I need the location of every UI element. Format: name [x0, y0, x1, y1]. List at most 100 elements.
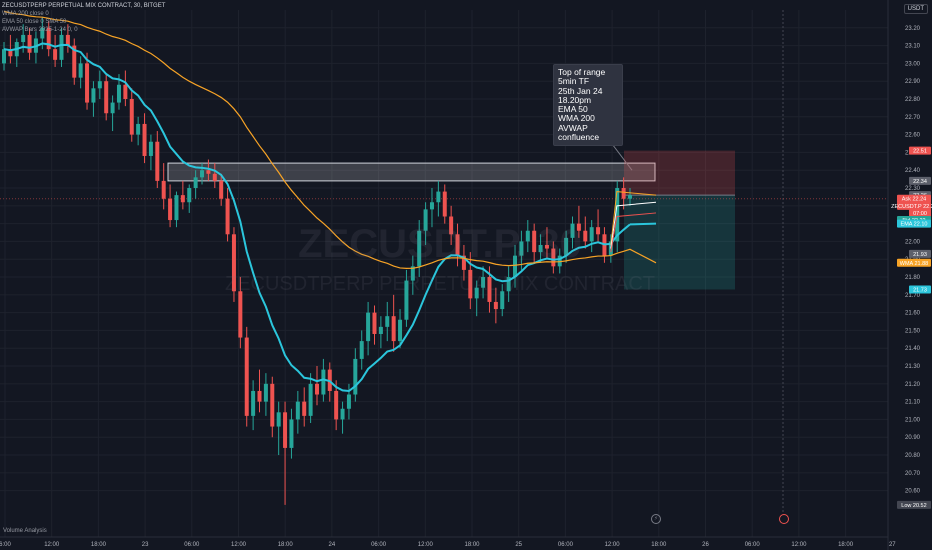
candle-body: [385, 316, 390, 327]
price-tag-bg: [897, 258, 931, 267]
time-tick-label: 06:00: [184, 542, 200, 548]
stop-loss-area: [624, 150, 735, 196]
take-profit-area: [624, 195, 735, 290]
price-tick-label: 21.80: [905, 275, 921, 281]
candle-body: [449, 216, 454, 235]
candle-body: [583, 230, 588, 242]
price-tag-label: Ask 22.24: [902, 197, 926, 203]
candle-body: [315, 383, 319, 395]
time-tick-label: 06:00: [371, 542, 387, 548]
candle-body: [461, 255, 466, 270]
candle-body: [506, 277, 511, 292]
candle-body: [53, 49, 58, 60]
candle-body: [276, 412, 281, 427]
price-tick-label: 21.30: [905, 364, 921, 370]
price-tick-label: 21.00: [905, 417, 921, 423]
price-tag-label: 21.73: [913, 287, 927, 293]
candle-body: [174, 195, 179, 221]
candle-body: [180, 195, 185, 203]
candle-body: [78, 63, 83, 78]
candle-body: [110, 102, 115, 114]
time-tick-label: 26: [702, 542, 709, 548]
candle-body: [161, 180, 166, 199]
candle-body: [72, 45, 77, 78]
candles: [2, 17, 632, 505]
candle-body: [270, 383, 275, 427]
price-tag-label: 07:00: [913, 211, 927, 217]
candle-body: [544, 244, 549, 249]
candle-body: [455, 234, 460, 256]
candle-body: [436, 191, 441, 203]
candle-body: [410, 266, 415, 281]
avwap-lower: [610, 212, 657, 253]
candle-body: [429, 202, 434, 210]
currency-button[interactable]: USDT: [903, 4, 928, 14]
price-tick-label: 23.00: [905, 61, 921, 67]
price-tick-label: 22.40: [905, 168, 921, 174]
resistance-zone: [167, 135, 656, 182]
price-tick-label: 21.10: [905, 400, 921, 406]
time-tick-label: 12:00: [418, 542, 434, 548]
candle-body: [59, 34, 64, 60]
calendar-icon[interactable]: [779, 514, 789, 524]
candle-body: [219, 180, 224, 199]
candle-body: [398, 319, 403, 342]
price-tick-label: 22.80: [905, 97, 921, 103]
candle-body: [257, 390, 262, 402]
time-tick-label: 6:00: [0, 542, 11, 548]
lightning-icon[interactable]: ⚡: [651, 514, 661, 524]
candle-body: [493, 301, 498, 310]
candle-body: [302, 401, 307, 416]
chart-legend: ZECUSDTPERP PERPETUAL MIX CONTRACT, 30, …: [2, 2, 165, 34]
candle-body: [589, 227, 594, 242]
wma-line: [3, 10, 657, 269]
candle-body: [97, 81, 102, 89]
time-tick-label: 12:00: [231, 542, 247, 548]
candle-body: [353, 358, 358, 395]
candle-body: [628, 195, 632, 199]
candle-body: [27, 34, 32, 53]
volume-analysis-label: Volume Analysis: [3, 528, 47, 534]
candle-body: [500, 291, 505, 310]
candle-body: [238, 291, 243, 338]
price-tick-label: 21.60: [905, 311, 921, 317]
time-tick-label: 18:00: [651, 542, 667, 548]
candle-body: [263, 383, 268, 402]
price-tag-bg: [897, 201, 931, 210]
price-axis: 23.2023.1023.0022.9022.8022.7022.6022.50…: [887, 0, 932, 550]
candle-body: [564, 237, 569, 256]
candle-body: [340, 408, 345, 420]
price-tag-bg: [897, 194, 931, 203]
price-tick-label: 23.10: [905, 44, 921, 50]
candle-body: [283, 412, 288, 448]
time-tick-label: 18:00: [464, 542, 480, 548]
price-tag-bg: [909, 208, 931, 217]
candle-body: [168, 198, 173, 221]
candle-body: [372, 312, 377, 334]
candle-body: [366, 312, 371, 342]
candle-body: [193, 177, 198, 189]
candle-body: [557, 255, 562, 267]
legend-symbol: ZECUSDTPERP PERPETUAL MIX CONTRACT, 30, …: [2, 3, 166, 9]
price-tag-label: 22.34: [913, 179, 927, 185]
candle-body: [40, 27, 45, 39]
candle-body: [334, 390, 339, 420]
candle-body: [206, 170, 211, 174]
price-tag-bg: [897, 500, 931, 509]
price-tick-label: 23.20: [905, 26, 921, 32]
candle-body: [442, 191, 447, 217]
price-tick-label: 22.60: [905, 133, 921, 139]
legend-ema: EMA 50 close 0 SMA 50: [2, 19, 67, 25]
price-tick-label: 20.80: [905, 453, 921, 459]
candle-body: [532, 230, 537, 253]
candle-body: [378, 326, 383, 334]
annotation-note[interactable]: Top of range 5min TF 25th Jan 24 18.20pm…: [553, 64, 623, 147]
candle-body: [212, 173, 217, 181]
candle-body: [615, 188, 620, 242]
candle-body: [576, 223, 581, 231]
candle-body: [513, 255, 518, 278]
candle-body: [225, 198, 230, 235]
candle-body: [65, 34, 70, 46]
